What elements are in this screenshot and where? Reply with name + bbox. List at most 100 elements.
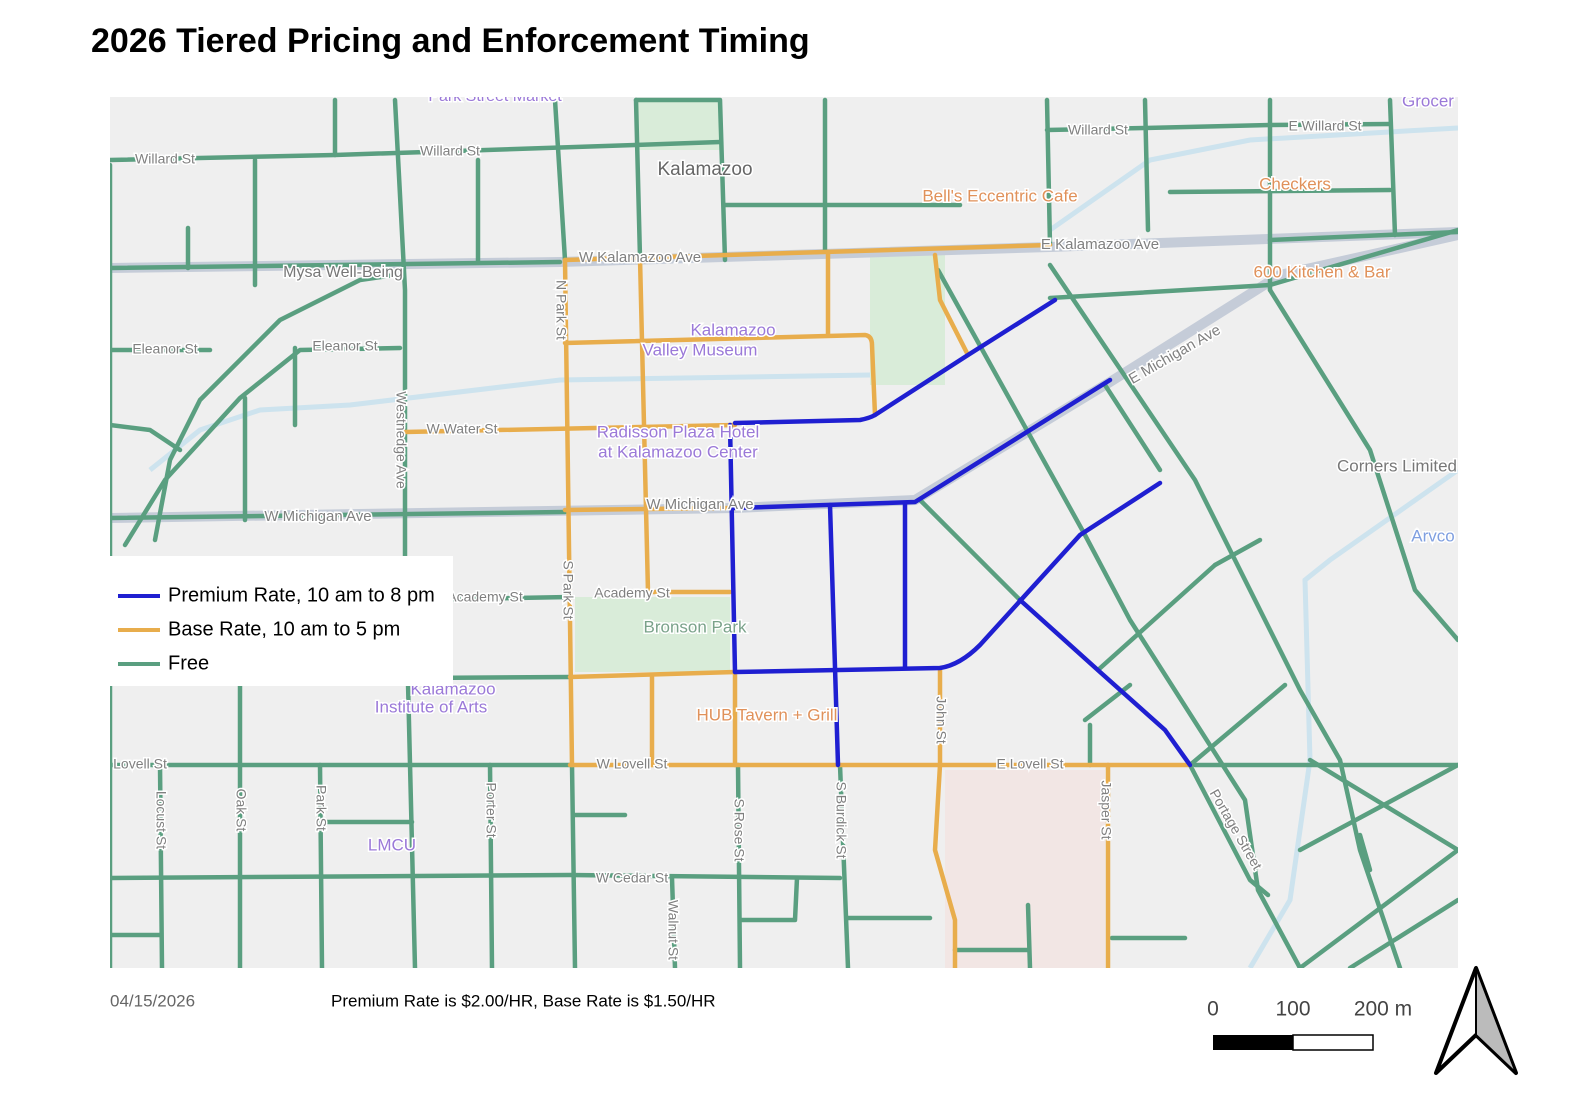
map-label: Corners Limited bbox=[1337, 456, 1457, 475]
road bbox=[562, 242, 1053, 263]
road bbox=[122, 345, 403, 548]
area bbox=[945, 770, 1105, 968]
road bbox=[562, 332, 878, 418]
map-label: Park St bbox=[313, 785, 329, 831]
road bbox=[633, 97, 728, 263]
park bbox=[870, 255, 945, 385]
road bbox=[1102, 382, 1163, 473]
road bbox=[110, 422, 183, 453]
legend-label: Premium Rate, 10 am to 8 pm bbox=[168, 584, 435, 606]
map-label: Kalamazoo bbox=[690, 320, 775, 339]
map-label: Academy St bbox=[594, 585, 670, 601]
road bbox=[932, 252, 971, 358]
road bbox=[1212, 537, 1263, 568]
road bbox=[633, 97, 643, 261]
map: Park Street Market Kalamazoo Bell's Eccent… bbox=[110, 88, 1458, 968]
scale-bar-segment bbox=[1213, 1035, 1293, 1050]
road bbox=[1017, 597, 1193, 768]
park bbox=[575, 597, 730, 672]
road bbox=[1047, 227, 1458, 301]
map-label: Grocer bbox=[1402, 91, 1454, 110]
map-label: W Water St bbox=[426, 421, 497, 437]
map-label: Porter St bbox=[483, 782, 499, 837]
map-label: Eleanor St bbox=[132, 341, 197, 357]
map-label: Institute of Arts bbox=[375, 697, 487, 716]
title: 2026 Tiered Pricing and Enforcement Timi… bbox=[91, 22, 810, 60]
map-label: Academy St bbox=[447, 589, 523, 605]
map-label: Oak St bbox=[233, 789, 249, 832]
map-label: Kalamazoo bbox=[657, 159, 752, 180]
map-label: Lovell St bbox=[113, 756, 167, 772]
note: Premium Rate is $2.00/HR, Base Rate is $… bbox=[331, 991, 716, 1010]
road bbox=[917, 497, 1023, 603]
legend-label: Base Rate, 10 am to 5 pm bbox=[168, 618, 400, 640]
map-label: Checkers bbox=[1259, 174, 1331, 193]
map-label: Mysa Well-Being bbox=[283, 264, 403, 281]
map-label: Westnedge Ave bbox=[393, 391, 409, 489]
map-label: HUB Tavern + Grill bbox=[697, 705, 838, 724]
map-label: LMCU bbox=[368, 835, 416, 854]
map-label: W Lovell St bbox=[597, 756, 668, 772]
road bbox=[552, 97, 568, 263]
map-label: Park Street Market bbox=[428, 88, 562, 105]
river bbox=[1048, 125, 1458, 233]
map-label: Willard St bbox=[135, 151, 195, 167]
map-label: E Willard St bbox=[1288, 118, 1361, 134]
map-label: W Michigan Ave bbox=[646, 496, 753, 513]
map-label: Jasper St bbox=[1098, 780, 1114, 839]
map-background bbox=[110, 97, 1458, 968]
road bbox=[1095, 562, 1218, 673]
map-label: 600 Kitchen & Bar bbox=[1253, 262, 1390, 281]
road bbox=[1267, 287, 1458, 643]
river bbox=[1247, 467, 1458, 968]
road bbox=[872, 297, 1058, 418]
scale-bar-segment bbox=[1292, 1034, 1374, 1051]
road bbox=[935, 267, 1303, 968]
north-arrow bbox=[1434, 966, 1518, 1075]
road bbox=[1044, 97, 1053, 248]
map-label: S Park St bbox=[560, 560, 576, 619]
road bbox=[932, 665, 958, 968]
map-label: N Park St bbox=[553, 280, 569, 340]
map-label: Willard St bbox=[420, 143, 480, 159]
road bbox=[727, 422, 738, 675]
road bbox=[1297, 847, 1458, 968]
road bbox=[1025, 902, 1033, 968]
road bbox=[837, 762, 851, 968]
map-label: S Burdick St bbox=[833, 781, 849, 858]
road bbox=[669, 875, 678, 968]
map-label: E Kalamazoo Ave bbox=[1041, 236, 1159, 253]
road bbox=[1267, 229, 1458, 243]
map-label: Valley Museum bbox=[643, 340, 758, 359]
map-label: Eleanor St bbox=[312, 338, 377, 354]
road bbox=[1387, 97, 1398, 238]
map-label: Bell's Eccentric Cafe bbox=[922, 186, 1077, 205]
road bbox=[562, 505, 738, 513]
map-label: W Cedar St bbox=[596, 870, 668, 886]
map-label: Bronson Park bbox=[644, 617, 747, 636]
road bbox=[487, 762, 495, 968]
map-label: at Kalamazoo Center bbox=[598, 442, 758, 461]
road bbox=[1297, 762, 1458, 853]
road bbox=[110, 139, 723, 163]
map-label: Radisson Plaza Hotel bbox=[597, 422, 760, 441]
map-label: S Rose St bbox=[731, 798, 747, 861]
road bbox=[110, 259, 563, 271]
road bbox=[569, 762, 578, 968]
scale-label: 200 m bbox=[1354, 998, 1412, 1021]
road bbox=[732, 480, 1163, 675]
scale-label: 100 bbox=[1275, 998, 1310, 1021]
road bbox=[110, 509, 568, 521]
road bbox=[110, 872, 843, 881]
road bbox=[1187, 762, 1271, 898]
map-label: E Lovell St bbox=[997, 756, 1064, 772]
road bbox=[1347, 897, 1458, 968]
road bbox=[737, 875, 800, 923]
map-label: W Michigan Ave bbox=[264, 508, 371, 525]
map-label: W Kalamazoo Ave bbox=[579, 249, 701, 266]
legend-box bbox=[110, 556, 453, 686]
road bbox=[1044, 121, 1393, 133]
legend-label: Free bbox=[168, 652, 209, 674]
river bbox=[148, 372, 871, 472]
